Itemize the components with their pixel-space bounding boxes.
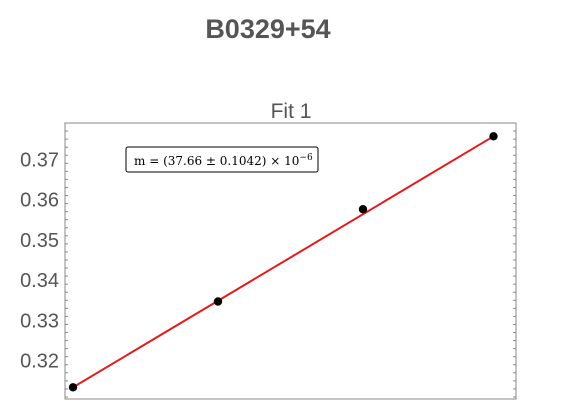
annotation-prefix: m = (37.66 ± 0.1042) × 10 bbox=[134, 154, 299, 168]
annotation-exponent: −6 bbox=[299, 153, 313, 163]
plot-frame bbox=[64, 122, 517, 400]
y-tick-label: 0.36 bbox=[20, 190, 59, 212]
y-tick-labels: 0.32 0.33 0.34 0.35 0.36 0.37 bbox=[20, 149, 59, 372]
fit-line-layer bbox=[72, 135, 495, 389]
data-point bbox=[358, 205, 368, 214]
y-tick-label: 0.32 bbox=[20, 351, 59, 373]
data-point bbox=[213, 297, 223, 306]
page-title: B0329+54 bbox=[205, 14, 331, 44]
data-points bbox=[68, 132, 498, 392]
y-tick-label: 0.34 bbox=[20, 270, 59, 292]
axis-ticks bbox=[65, 130, 516, 398]
y-tick-label: 0.33 bbox=[20, 310, 59, 332]
data-point bbox=[489, 132, 498, 141]
chart-title: Fit 1 bbox=[271, 100, 312, 123]
y-tick-label: 0.37 bbox=[20, 149, 59, 171]
fit-line bbox=[72, 135, 495, 389]
annotation-box bbox=[125, 146, 319, 173]
data-point bbox=[68, 383, 78, 392]
annotation-text: m = (37.66 ± 0.1042) × 10−6 bbox=[134, 153, 313, 168]
fit-annotation: m = (37.66 ± 0.1042) × 10−6 bbox=[125, 146, 319, 173]
y-tick-label: 0.35 bbox=[20, 230, 59, 252]
